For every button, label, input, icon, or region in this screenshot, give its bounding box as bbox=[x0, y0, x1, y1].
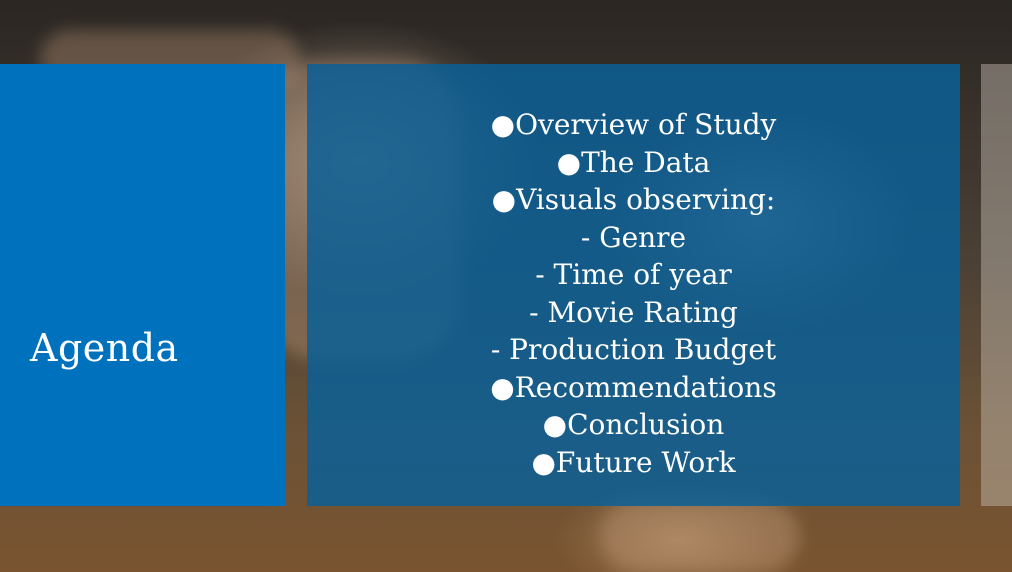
slide-title: Agenda bbox=[30, 326, 179, 370]
agenda-item: ●Future Work bbox=[531, 445, 736, 479]
agenda-panel: ●Overview of Study ●The Data ●Visuals ob… bbox=[307, 64, 960, 506]
agenda-item: ●Conclusion bbox=[542, 408, 725, 441]
next-panel-edge bbox=[981, 64, 1012, 506]
agenda-subitem: - Genre bbox=[580, 220, 687, 254]
hand-shape bbox=[600, 500, 800, 572]
title-panel: Agenda bbox=[0, 64, 285, 506]
agenda-item: ●Recommendations bbox=[490, 370, 777, 404]
agenda-list: ●Overview of Study ●The Data ●Visuals ob… bbox=[307, 106, 960, 481]
agenda-subitem: - Movie Rating bbox=[529, 295, 738, 329]
agenda-item: ●Overview of Study bbox=[490, 108, 777, 141]
agenda-subitem: - Time of year bbox=[535, 258, 732, 291]
agenda-subitem: - Production Budget bbox=[490, 333, 777, 366]
agenda-item: ●The Data bbox=[556, 145, 711, 179]
agenda-item: ●Visuals observing: bbox=[491, 183, 776, 216]
